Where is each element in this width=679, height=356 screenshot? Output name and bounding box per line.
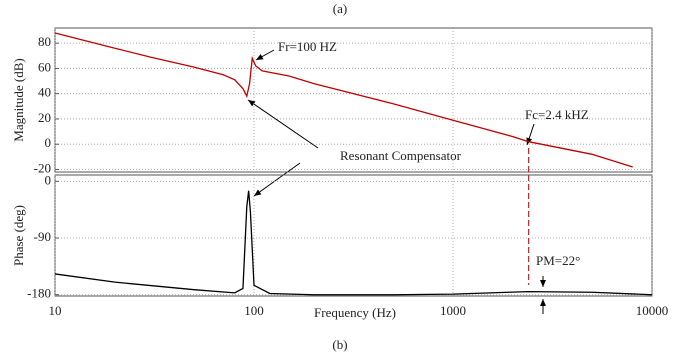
y-axis-label: Phase (deg) xyxy=(11,205,26,266)
arrow xyxy=(253,162,301,197)
y-tick-label: 40 xyxy=(38,85,51,100)
annotation: Fc=2.4 kHZ xyxy=(525,107,589,122)
caption: (b) xyxy=(332,337,347,352)
x-tick-label: 10000 xyxy=(636,303,669,318)
y-tick-label: -20 xyxy=(34,160,51,175)
x-tick-label: 100 xyxy=(244,303,264,318)
line xyxy=(54,190,653,296)
y-tick-label: 80 xyxy=(38,34,51,49)
annotation: Resonant Compensator xyxy=(340,148,462,163)
y-tick-label: 60 xyxy=(38,59,51,74)
y-tick-label: -180 xyxy=(27,286,51,301)
y-tick-label: 0 xyxy=(45,135,52,150)
x-axis-label: Frequency (Hz) xyxy=(314,305,396,320)
y-axis-label: Magnitude (dB) xyxy=(11,58,26,141)
y-tick-label: -90 xyxy=(34,229,51,244)
y-tick-label: 20 xyxy=(38,110,51,125)
x-tick-label: 1000 xyxy=(440,303,466,318)
arrow xyxy=(255,49,275,61)
line xyxy=(54,32,633,168)
annotation: PM=22° xyxy=(536,253,580,268)
chart-title: (a) xyxy=(333,1,347,16)
plot-frame xyxy=(54,174,653,297)
arrow xyxy=(247,99,319,149)
x-tick-label: 10 xyxy=(49,303,62,318)
y-tick-label: 0 xyxy=(45,172,52,187)
annotation: Fr=100 HZ xyxy=(278,39,337,54)
